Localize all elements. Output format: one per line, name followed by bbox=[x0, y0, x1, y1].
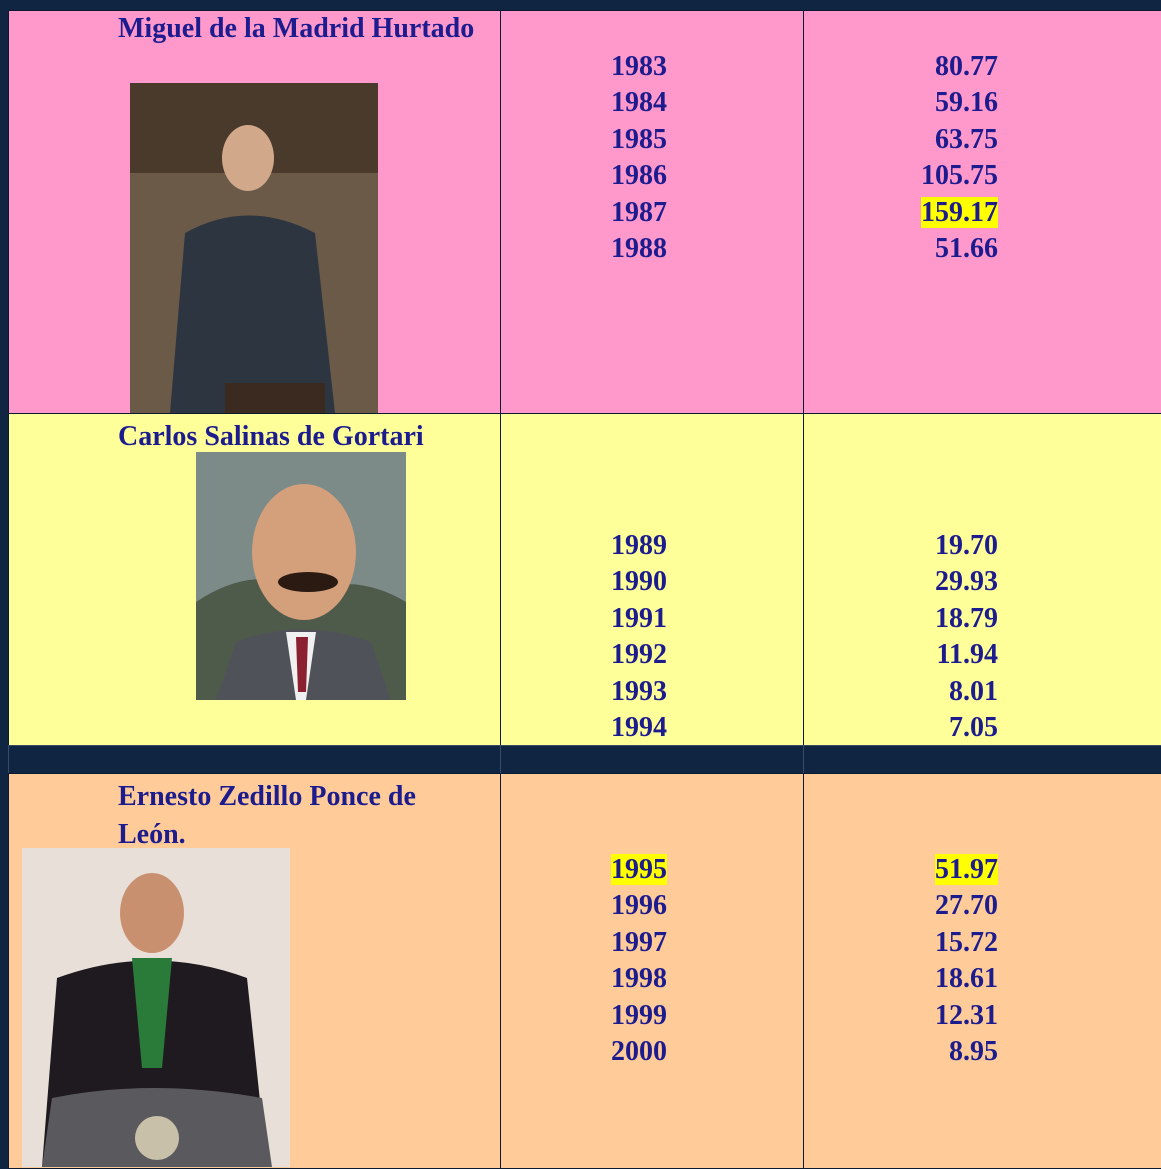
year: 1986 bbox=[611, 158, 667, 194]
cell bbox=[803, 745, 1161, 774]
text: 29.93 bbox=[935, 566, 998, 597]
text: 12.31 bbox=[935, 1000, 998, 1031]
text: 1996 bbox=[611, 890, 667, 921]
text: 1997 bbox=[611, 927, 667, 958]
year: 1983 bbox=[611, 49, 667, 85]
year: 2000 bbox=[611, 1034, 667, 1070]
text: 1994 bbox=[611, 712, 667, 743]
text: 105.75 bbox=[921, 160, 998, 191]
text: 27.70 bbox=[935, 890, 998, 921]
text: 1986 bbox=[611, 160, 667, 191]
year: 1995 bbox=[611, 852, 667, 888]
cell bbox=[8, 745, 501, 774]
text: 1998 bbox=[611, 963, 667, 994]
inflation-value: 105.75 bbox=[921, 158, 998, 194]
text: 1987 bbox=[611, 197, 667, 228]
text: 1983 bbox=[611, 51, 667, 82]
portrait-photo bbox=[22, 848, 290, 1167]
text: 18.61 bbox=[935, 963, 998, 994]
text: 1993 bbox=[611, 676, 667, 707]
text: 18.79 bbox=[935, 603, 998, 634]
year: 1989 bbox=[611, 528, 667, 564]
page: Miguel de la Madrid Hurtado 1983 80.77 1984… bbox=[0, 0, 1161, 1167]
inflation-value: 80.77 bbox=[935, 49, 998, 85]
inflation-value: 63.75 bbox=[935, 122, 998, 158]
text: 1992 bbox=[611, 639, 667, 670]
cell bbox=[500, 745, 804, 774]
portrait-photo bbox=[130, 83, 378, 413]
year: 1984 bbox=[611, 85, 667, 121]
president-name: Ernesto Zedillo Ponce de León. bbox=[118, 778, 478, 854]
text: 2000 bbox=[611, 1036, 667, 1067]
inflation-value: 18.79 bbox=[935, 601, 998, 637]
text: 1995 bbox=[611, 854, 667, 885]
text: 1984 bbox=[611, 87, 667, 118]
text: 59.16 bbox=[935, 87, 998, 118]
text: 63.75 bbox=[935, 124, 998, 155]
year: 1996 bbox=[611, 888, 667, 924]
year: 1991 bbox=[611, 601, 667, 637]
inflation-value: 59.16 bbox=[935, 85, 998, 121]
inflation-value: 7.05 bbox=[949, 710, 998, 746]
inflation-value: 29.93 bbox=[935, 564, 998, 600]
inflation-value: 18.61 bbox=[935, 961, 998, 997]
inflation-value: 12.31 bbox=[935, 998, 998, 1034]
inflation-value: 11.94 bbox=[937, 637, 998, 673]
inflation-value: 51.97 bbox=[935, 852, 998, 888]
year: 1992 bbox=[611, 637, 667, 673]
inflation-value: 159.17 bbox=[921, 195, 998, 231]
portrait-photo bbox=[196, 452, 406, 700]
text: 1988 bbox=[611, 233, 667, 264]
text: 8.01 bbox=[949, 676, 998, 707]
president-name: Miguel de la Madrid Hurtado bbox=[118, 10, 478, 48]
year: 1998 bbox=[611, 961, 667, 997]
inflation-value: 27.70 bbox=[935, 888, 998, 924]
text: 51.97 bbox=[935, 854, 998, 885]
inflation-value: 15.72 bbox=[935, 925, 998, 961]
text: 1990 bbox=[611, 566, 667, 597]
inflation-value: 51.66 bbox=[935, 231, 998, 267]
text: 80.77 bbox=[935, 51, 998, 82]
year: 1999 bbox=[611, 998, 667, 1034]
text: 8.95 bbox=[949, 1036, 998, 1067]
text: 15.72 bbox=[935, 927, 998, 958]
inflation-value: 8.01 bbox=[949, 674, 998, 710]
year: 1988 bbox=[611, 231, 667, 267]
text: 1989 bbox=[611, 530, 667, 561]
year: 1987 bbox=[611, 195, 667, 231]
inflation-value: 19.70 bbox=[935, 528, 998, 564]
text: 159.17 bbox=[921, 197, 998, 228]
text: 11.94 bbox=[937, 639, 998, 670]
year: 1994 bbox=[611, 710, 667, 746]
text: 7.05 bbox=[949, 712, 998, 743]
text: 19.70 bbox=[935, 530, 998, 561]
text: 1991 bbox=[611, 603, 667, 634]
year: 1997 bbox=[611, 925, 667, 961]
president-name: Carlos Salinas de Gortari bbox=[118, 418, 478, 456]
year: 1993 bbox=[611, 674, 667, 710]
inflation-value: 8.95 bbox=[949, 1034, 998, 1070]
text: 1985 bbox=[611, 124, 667, 155]
year: 1990 bbox=[611, 564, 667, 600]
year: 1985 bbox=[611, 122, 667, 158]
text: 51.66 bbox=[935, 233, 998, 264]
text: 1999 bbox=[611, 1000, 667, 1031]
